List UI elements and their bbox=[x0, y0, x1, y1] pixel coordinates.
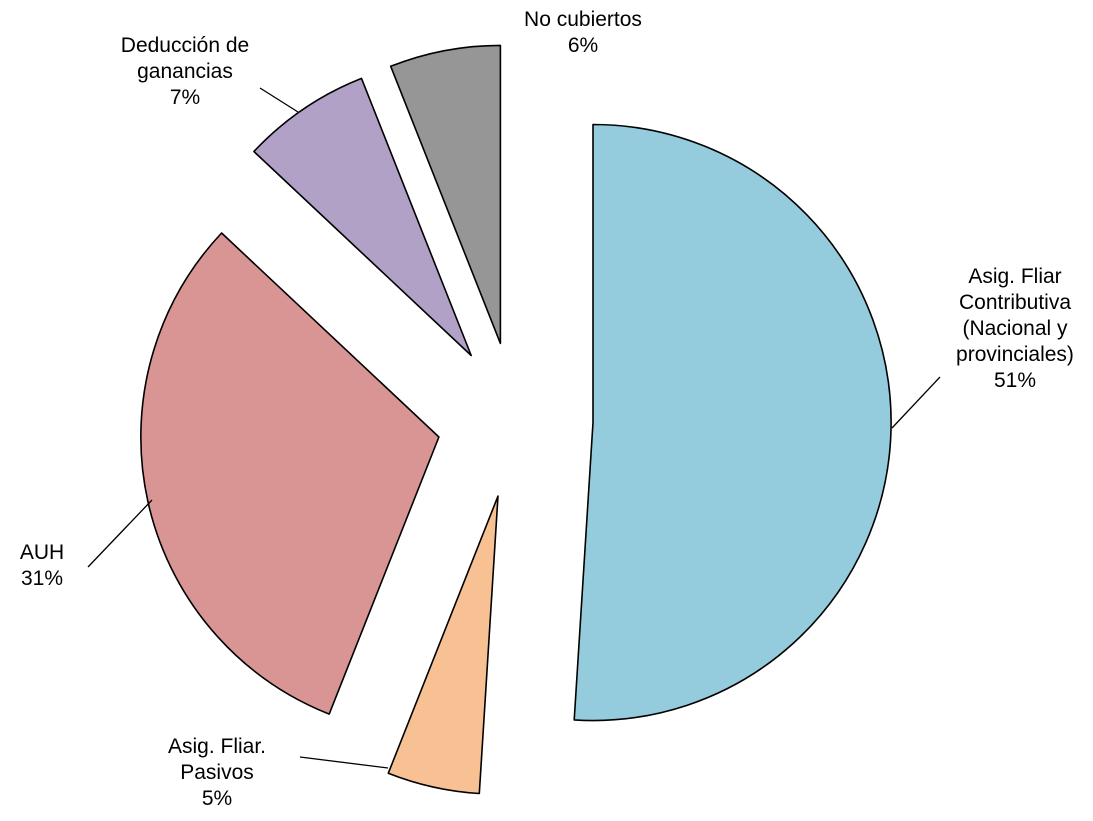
leader-line bbox=[891, 376, 941, 429]
leader-line bbox=[259, 87, 299, 113]
pie-slices bbox=[140, 44, 892, 795]
pie-slice bbox=[387, 495, 499, 795]
slice-label: No cubiertos 6% bbox=[524, 8, 642, 57]
slice-label: Asig. Fliar. Pasivos 5% bbox=[168, 735, 266, 810]
slice-label: Deducción de ganancias 7% bbox=[121, 34, 249, 109]
pie-slice bbox=[573, 123, 892, 722]
pie-slice bbox=[389, 44, 502, 345]
slice-label: Asig. Fliar Contributiva (Nacional y provin… bbox=[956, 265, 1074, 392]
leader-line bbox=[299, 756, 389, 769]
pie-slice bbox=[140, 232, 440, 715]
slice-label: AUH 31% bbox=[20, 541, 64, 590]
slice-labels: Asig. Fliar Contributiva (Nacional y provin… bbox=[20, 8, 1074, 810]
leader-lines bbox=[87, 87, 941, 769]
leader-line bbox=[87, 499, 153, 568]
pie-slice bbox=[253, 77, 472, 357]
